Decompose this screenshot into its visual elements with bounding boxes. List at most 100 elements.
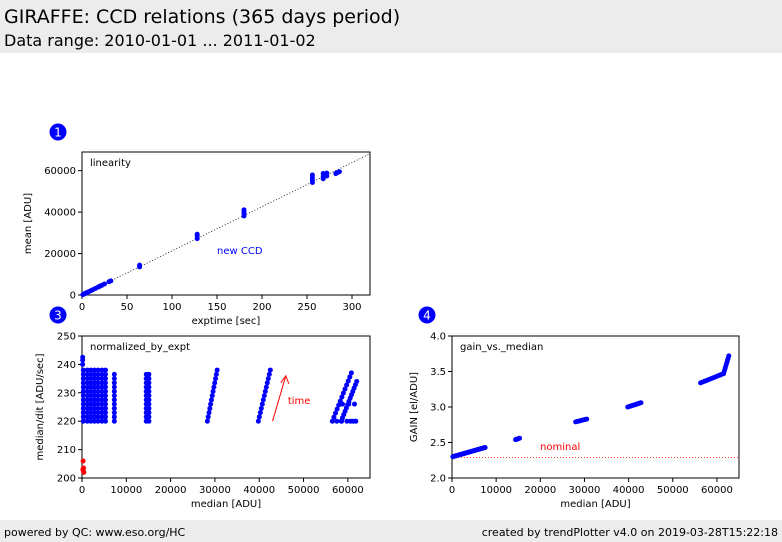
data-point bbox=[102, 405, 108, 411]
data-point bbox=[88, 414, 94, 420]
y-tick-label: 4.0 bbox=[430, 332, 446, 343]
data-point bbox=[95, 376, 101, 382]
data-point bbox=[84, 371, 90, 377]
data-point bbox=[339, 394, 345, 400]
data-point bbox=[84, 418, 90, 424]
data-point bbox=[353, 418, 359, 424]
data-point bbox=[333, 410, 339, 416]
data-point bbox=[334, 406, 340, 412]
data-point bbox=[95, 367, 101, 373]
data-point bbox=[102, 401, 108, 407]
data-point bbox=[102, 371, 108, 377]
y-tick-label: 230 bbox=[57, 388, 76, 399]
data-point bbox=[340, 390, 346, 396]
annotation-new-ccd: new CCD bbox=[217, 246, 263, 257]
data-point bbox=[214, 367, 220, 373]
data-point bbox=[99, 410, 105, 416]
data-point bbox=[91, 376, 97, 382]
data-point bbox=[208, 397, 214, 403]
x-tick-label: 40000 bbox=[243, 485, 275, 496]
data-point bbox=[91, 371, 97, 377]
data-point bbox=[102, 384, 108, 390]
data-point bbox=[331, 414, 337, 420]
data-point bbox=[262, 388, 268, 394]
data-point bbox=[108, 278, 114, 284]
x-tick-label: 0 bbox=[79, 485, 85, 496]
data-point bbox=[102, 388, 108, 394]
data-point bbox=[99, 371, 105, 377]
panel-marker-4 bbox=[418, 306, 436, 324]
data-point bbox=[91, 388, 97, 394]
data-point bbox=[111, 410, 117, 416]
y-axis-label: median/dit [ADU/sec] bbox=[35, 353, 46, 460]
data-point bbox=[88, 410, 94, 416]
data-point bbox=[146, 376, 152, 382]
data-point bbox=[95, 384, 101, 390]
data-point bbox=[84, 367, 90, 373]
data-point bbox=[88, 371, 94, 377]
x-tick-label: 30000 bbox=[199, 485, 231, 496]
plot-title: gain_vs._median bbox=[460, 342, 543, 353]
y-axis-label: mean [ADU] bbox=[23, 193, 34, 254]
panel-marker-label: 4 bbox=[423, 309, 431, 323]
data-point bbox=[309, 172, 315, 178]
data-point bbox=[95, 371, 101, 377]
data-point bbox=[102, 393, 108, 399]
data-point bbox=[99, 367, 105, 373]
data-point bbox=[88, 397, 94, 403]
x-tick-label: 50000 bbox=[657, 485, 689, 496]
data-point bbox=[209, 393, 215, 399]
data-point bbox=[263, 384, 269, 390]
data-point bbox=[204, 418, 210, 424]
x-tick-label: 150 bbox=[207, 302, 226, 313]
data-point bbox=[255, 418, 261, 424]
data-point bbox=[88, 376, 94, 382]
plot-frame bbox=[451, 335, 740, 479]
data-point bbox=[265, 376, 271, 382]
y-tick-label: 0 bbox=[70, 291, 76, 302]
data-point bbox=[99, 388, 105, 394]
data-point bbox=[91, 414, 97, 420]
data-point bbox=[354, 378, 360, 384]
panel-marker-1 bbox=[49, 123, 67, 141]
data-point bbox=[194, 231, 200, 237]
data-point bbox=[91, 384, 97, 390]
data-point bbox=[84, 376, 90, 382]
x-tick-label: 50 bbox=[121, 302, 134, 313]
data-point bbox=[102, 397, 108, 403]
data-point bbox=[102, 367, 108, 373]
data-point bbox=[146, 380, 152, 386]
data-point bbox=[726, 353, 732, 359]
x-tick-label: 100 bbox=[162, 302, 181, 313]
data-point bbox=[329, 418, 335, 424]
x-tick-label: 0 bbox=[79, 302, 85, 313]
data-point bbox=[210, 388, 216, 394]
data-point bbox=[91, 418, 97, 424]
data-point bbox=[81, 469, 87, 475]
data-point bbox=[88, 367, 94, 373]
data-point bbox=[88, 393, 94, 399]
data-point bbox=[88, 405, 94, 411]
data-point bbox=[99, 376, 105, 382]
data-point bbox=[80, 458, 86, 464]
data-point bbox=[80, 418, 86, 424]
x-tick-label: 250 bbox=[297, 302, 316, 313]
data-point bbox=[99, 397, 105, 403]
x-tick-label: 30000 bbox=[569, 485, 601, 496]
data-point bbox=[351, 401, 357, 407]
data-point bbox=[146, 414, 152, 420]
data-point bbox=[88, 401, 94, 407]
x-tick-label: 50000 bbox=[288, 485, 320, 496]
data-point bbox=[84, 393, 90, 399]
data-point bbox=[111, 384, 117, 390]
data-point bbox=[344, 418, 350, 424]
data-point bbox=[146, 405, 152, 411]
data-point bbox=[638, 400, 644, 406]
data-point bbox=[80, 410, 86, 416]
data-point bbox=[88, 384, 94, 390]
data-point bbox=[99, 414, 105, 420]
data-point bbox=[102, 410, 108, 416]
x-tick-label: 10000 bbox=[480, 485, 512, 496]
data-point bbox=[266, 371, 272, 377]
panel-marker-label: 1 bbox=[54, 126, 62, 140]
